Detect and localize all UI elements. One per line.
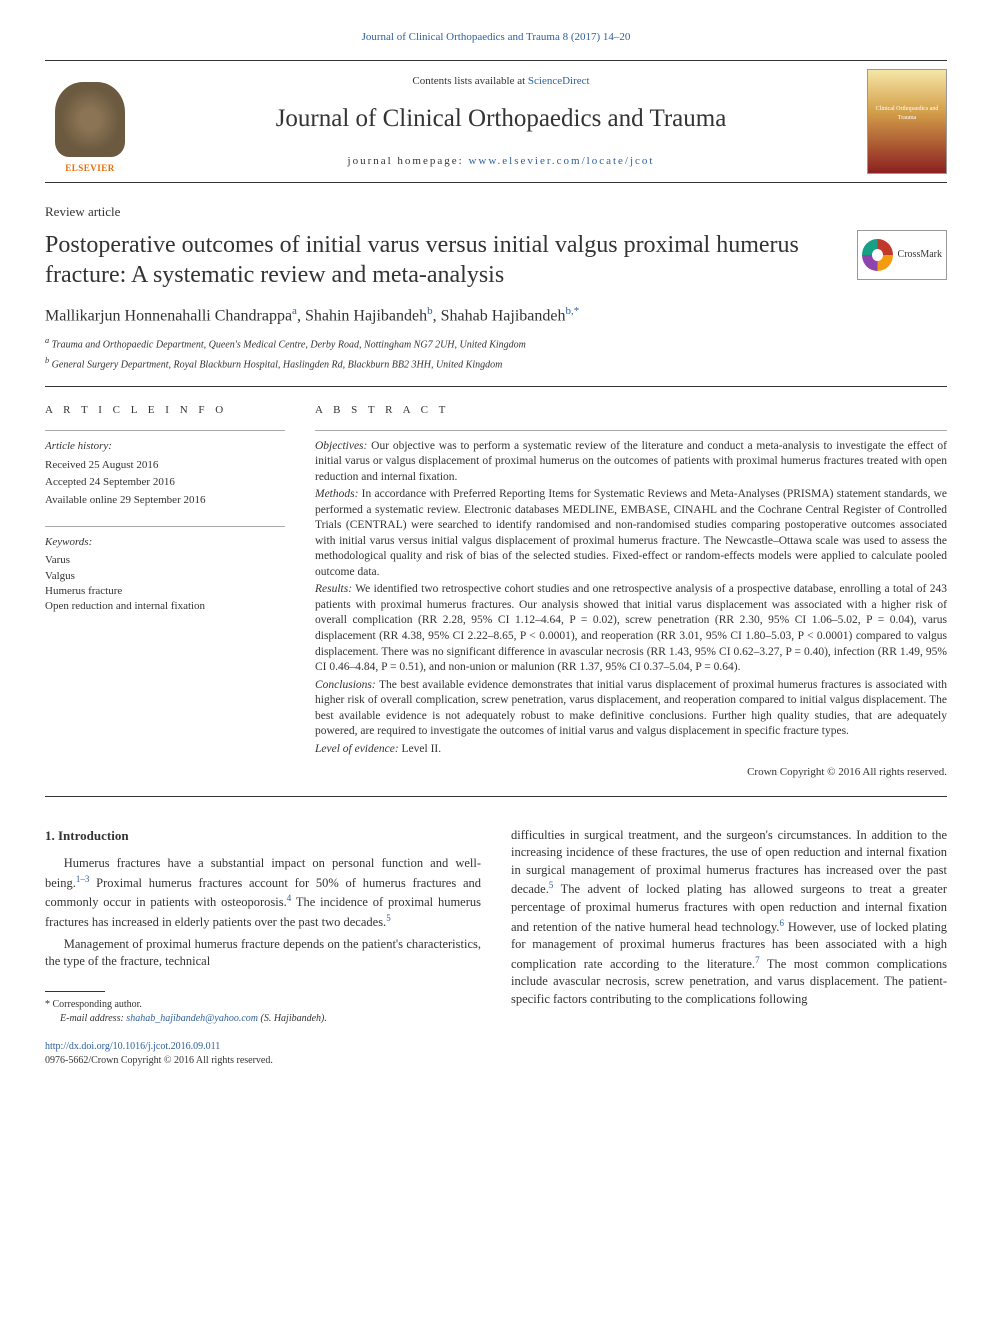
issn-copyright: 0976-5662/Crown Copyright © 2016 All rig… bbox=[45, 1055, 273, 1066]
aff-text: Trauma and Orthopaedic Department, Queen… bbox=[52, 340, 526, 351]
header-box: ELSEVIER Contents lists available at Sci… bbox=[45, 60, 947, 183]
homepage-prefix: journal homepage: bbox=[348, 155, 469, 167]
article-info: A R T I C L E I N F O Article history: R… bbox=[45, 403, 285, 780]
body-text: Management of proximal humerus fracture … bbox=[45, 936, 481, 971]
results-label: Results: bbox=[315, 583, 352, 595]
article-info-heading: A R T I C L E I N F O bbox=[45, 403, 285, 418]
methods-text: In accordance with Preferred Reporting I… bbox=[315, 488, 947, 578]
abstract: A B S T R A C T Objectives: Our objectiv… bbox=[315, 403, 947, 780]
right-column: difficulties in surgical treatment, and … bbox=[511, 827, 947, 1068]
elsevier-logo: ELSEVIER bbox=[45, 69, 135, 174]
doi-link[interactable]: http://dx.doi.org/10.1016/j.jcot.2016.09… bbox=[45, 1041, 220, 1052]
left-column: 1. Introduction Humerus fractures have a… bbox=[45, 827, 481, 1068]
homepage-link[interactable]: www.elsevier.com/locate/jcot bbox=[468, 155, 654, 167]
journal-reference: Journal of Clinical Orthopaedics and Tra… bbox=[45, 30, 947, 45]
journal-ref-link[interactable]: Journal of Clinical Orthopaedics and Tra… bbox=[362, 31, 631, 43]
keyword: Open reduction and internal fixation bbox=[45, 599, 285, 614]
email-label: E-mail address: bbox=[60, 1013, 126, 1024]
history-item: Available online 29 September 2016 bbox=[45, 493, 285, 508]
crossmark-badge[interactable]: CrossMark bbox=[857, 230, 947, 280]
keywords-label: Keywords: bbox=[45, 535, 285, 550]
abstract-copyright: Crown Copyright © 2016 All rights reserv… bbox=[315, 765, 947, 780]
aff-sup: b bbox=[45, 356, 49, 365]
crossmark-icon bbox=[862, 239, 893, 271]
results-text: We identified two retrospective cohort s… bbox=[315, 583, 947, 673]
body-columns: 1. Introduction Humerus fractures have a… bbox=[45, 827, 947, 1068]
loe-label: Level of evidence: bbox=[315, 743, 399, 755]
keyword: Varus bbox=[45, 553, 285, 568]
author-aff-sup[interactable]: b,* bbox=[566, 305, 580, 317]
elsevier-tree-icon bbox=[55, 82, 125, 157]
aff-sup: a bbox=[45, 336, 49, 345]
aff-text: General Surgery Department, Royal Blackb… bbox=[52, 359, 503, 370]
loe-text: Level II. bbox=[399, 743, 441, 755]
keyword: Humerus fracture bbox=[45, 584, 285, 599]
ref-link[interactable]: 5 bbox=[386, 913, 391, 923]
history-label: Article history: bbox=[45, 439, 285, 454]
keyword: Valgus bbox=[45, 569, 285, 584]
contents-prefix: Contents lists available at bbox=[412, 75, 527, 87]
objectives-label: Objectives: bbox=[315, 440, 367, 452]
history-item: Accepted 24 September 2016 bbox=[45, 475, 285, 490]
abstract-heading: A B S T R A C T bbox=[315, 403, 947, 418]
authors: Mallikarjun Honnenahalli Chandrappaa, Sh… bbox=[45, 304, 947, 328]
sciencedirect-link[interactable]: ScienceDirect bbox=[528, 75, 590, 87]
journal-title-header: Journal of Clinical Orthopaedics and Tra… bbox=[150, 101, 852, 136]
author-aff-sup[interactable]: a bbox=[292, 305, 297, 317]
methods-label: Methods: bbox=[315, 488, 358, 500]
author-name: Shahab Hajibandeh bbox=[441, 307, 566, 324]
conclusions-label: Conclusions: bbox=[315, 679, 376, 691]
ref-link[interactable]: 1–3 bbox=[76, 874, 90, 884]
author-aff-sup[interactable]: b bbox=[427, 305, 433, 317]
article-title: Postoperative outcomes of initial varus … bbox=[45, 230, 837, 290]
author-name: Mallikarjun Honnenahalli Chandrappa bbox=[45, 307, 292, 324]
journal-cover-thumbnail: Clinical Orthopaedics and Trauma bbox=[867, 69, 947, 174]
section-heading: 1. Introduction bbox=[45, 827, 481, 845]
objectives-text: Our objective was to perform a systemati… bbox=[315, 440, 947, 483]
crossmark-label: CrossMark bbox=[898, 248, 942, 262]
article-type: Review article bbox=[45, 203, 947, 221]
email-suffix: (S. Hajibandeh). bbox=[258, 1013, 327, 1024]
email-link[interactable]: shahab_hajibandeh@yahoo.com bbox=[126, 1013, 258, 1024]
affiliations: a Trauma and Orthopaedic Department, Que… bbox=[45, 335, 947, 387]
elsevier-text: ELSEVIER bbox=[65, 162, 115, 175]
history-item: Received 25 August 2016 bbox=[45, 458, 285, 473]
header-center: Contents lists available at ScienceDirec… bbox=[150, 74, 852, 170]
footnote-separator bbox=[45, 991, 105, 992]
corresponding-footnote: * Corresponding author. bbox=[45, 998, 481, 1012]
conclusions-text: The best available evidence demonstrates… bbox=[315, 679, 947, 738]
author-name: Shahin Hajibandeh bbox=[305, 307, 427, 324]
